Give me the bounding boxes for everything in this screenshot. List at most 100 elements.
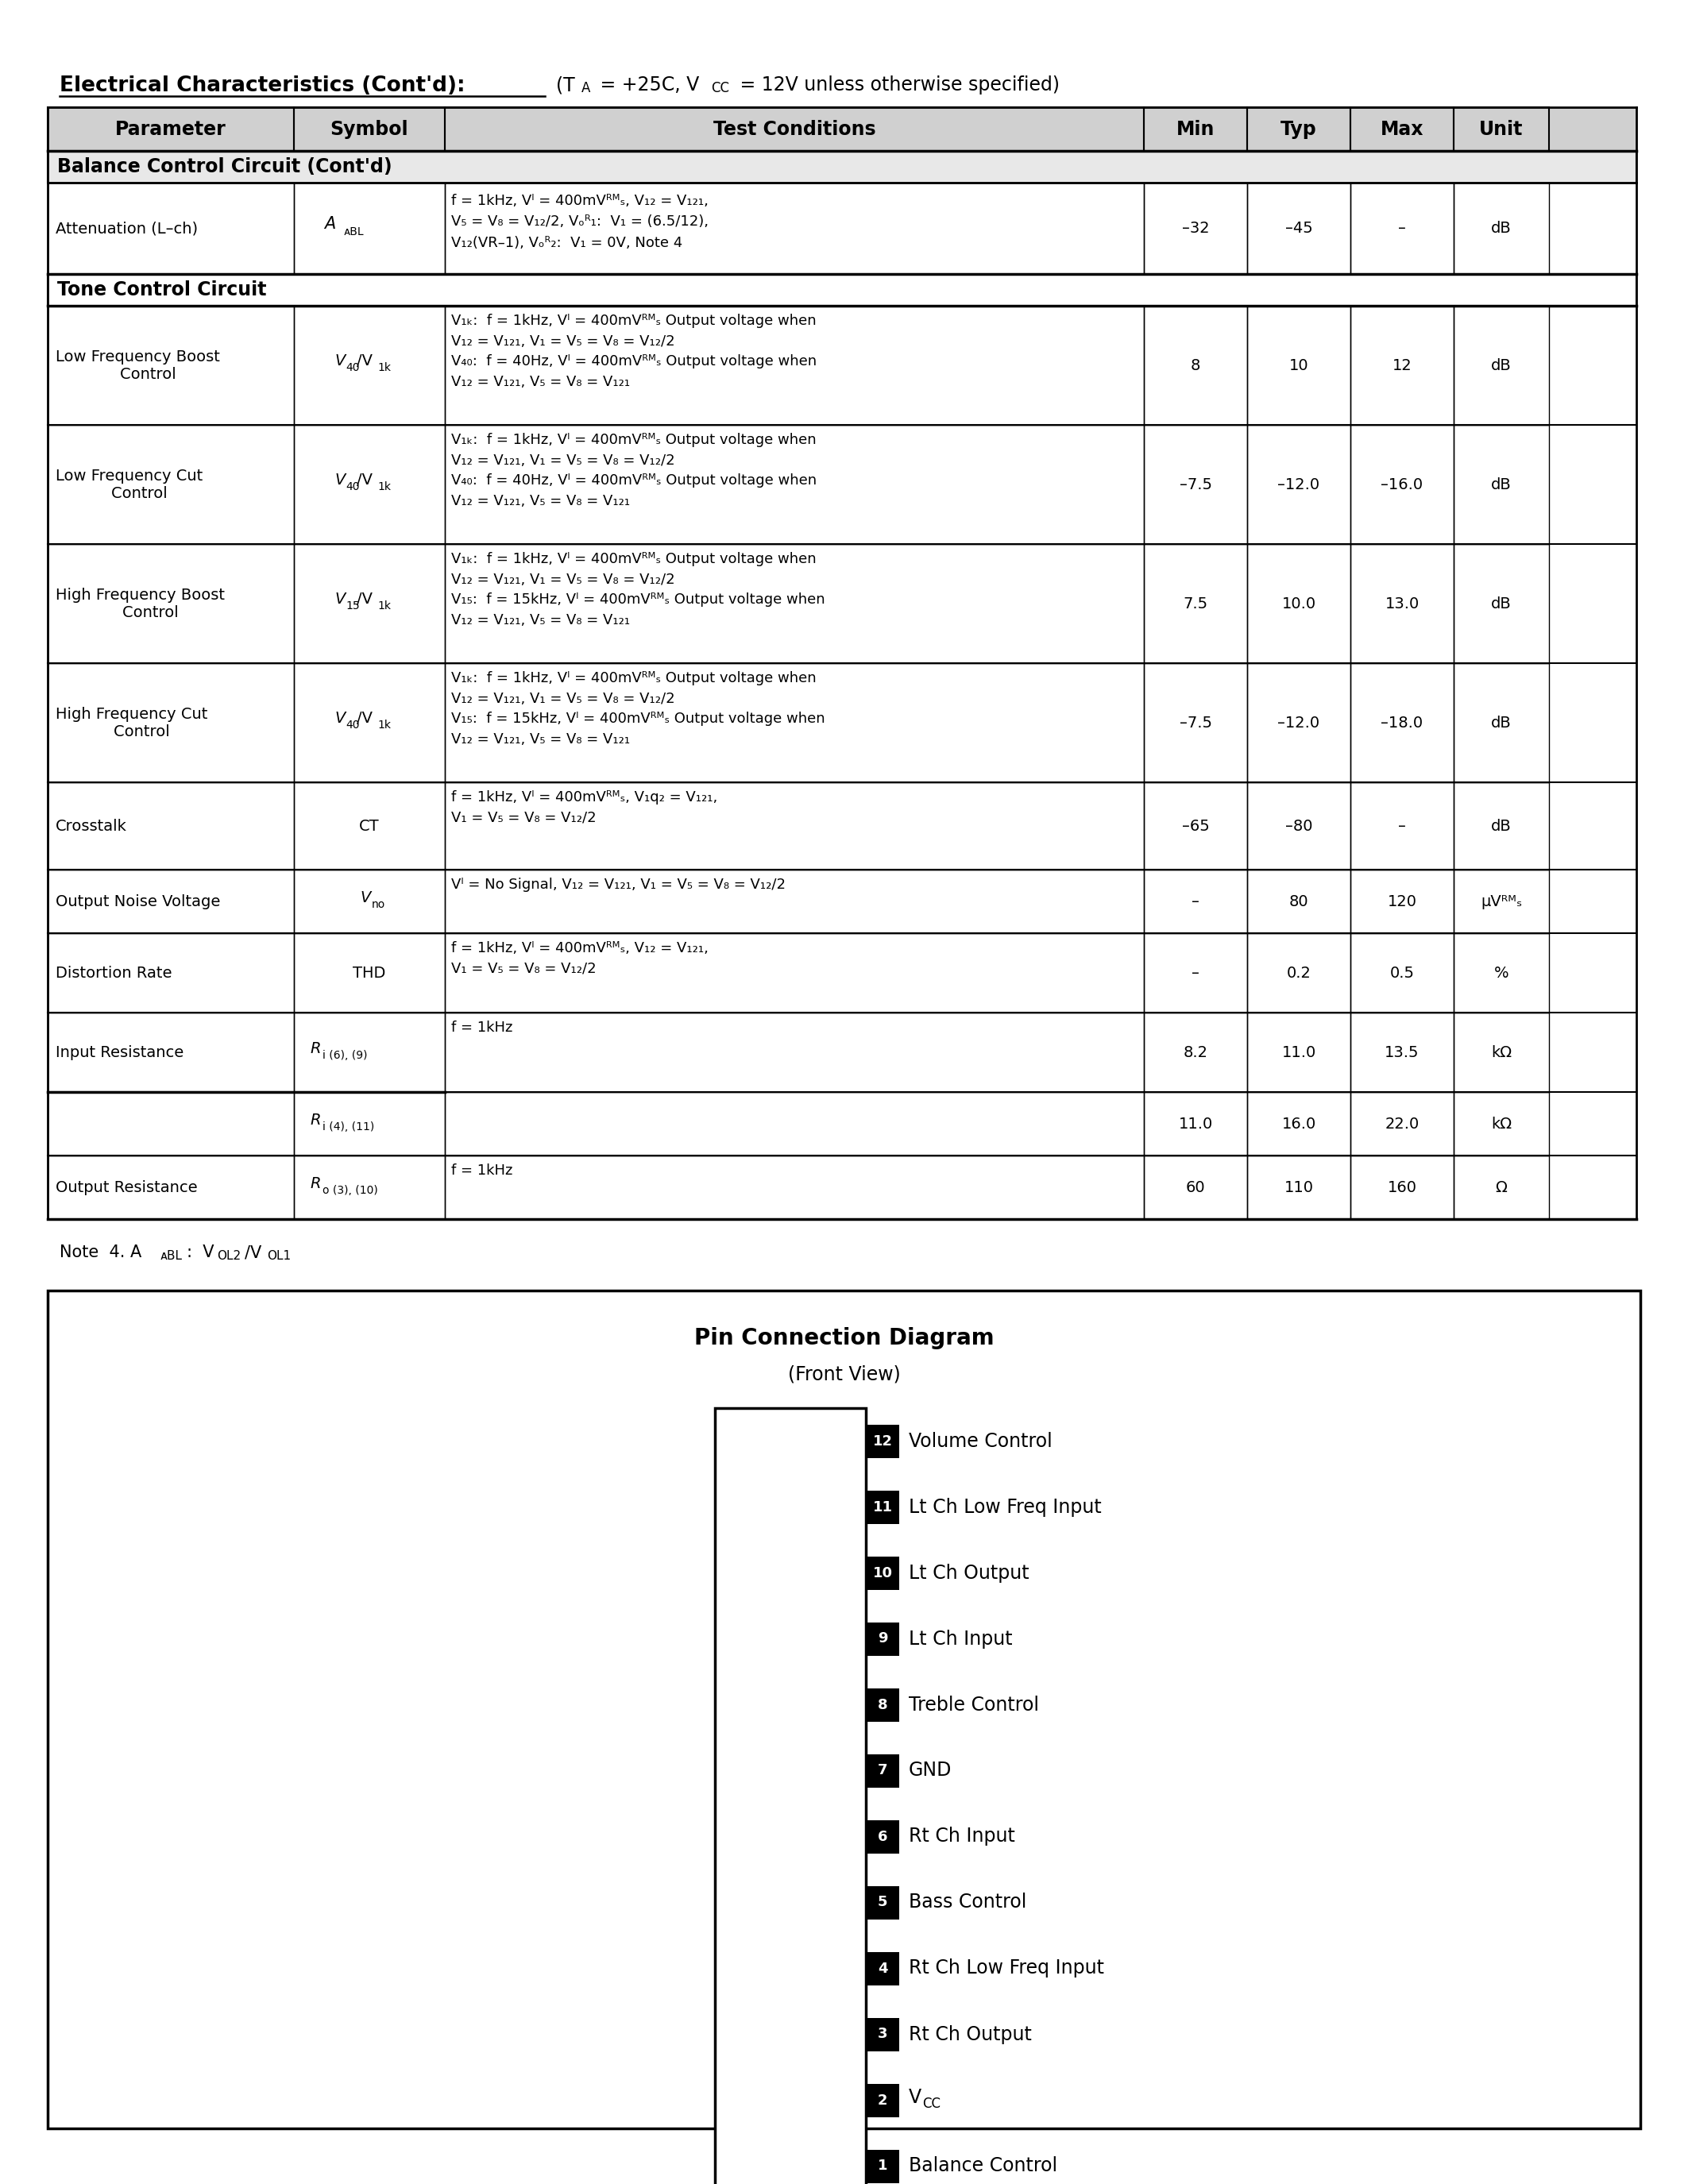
Bar [294, 1155, 446, 1219]
Bar [446, 664, 1144, 782]
Text: dB: dB [1491, 476, 1511, 491]
Bar [1247, 306, 1350, 426]
Text: 16.0: 16.0 [1281, 1116, 1317, 1131]
Text: 0.2: 0.2 [1286, 965, 1312, 981]
Text: –: – [1192, 965, 1200, 981]
Text: –32: –32 [1182, 221, 1209, 236]
Bar [1453, 782, 1550, 869]
Text: dB: dB [1491, 819, 1511, 834]
Text: –12.0: –12.0 [1278, 714, 1320, 729]
Bar [294, 782, 446, 869]
Text: CC: CC [922, 2097, 940, 2110]
Bar [294, 306, 446, 426]
Bar [446, 1013, 1144, 1092]
Text: 1k: 1k [378, 480, 392, 491]
Bar [1453, 426, 1550, 544]
Bar [1453, 1013, 1550, 1092]
Text: –: – [1192, 893, 1200, 909]
Text: 8: 8 [1190, 358, 1200, 373]
Bar [1350, 1155, 1453, 1219]
Text: 40: 40 [346, 719, 360, 732]
Text: = 12V unless otherwise specified): = 12V unless otherwise specified) [734, 76, 1060, 94]
Text: 13.5: 13.5 [1384, 1044, 1420, 1059]
Text: kΩ: kΩ [1491, 1044, 1512, 1059]
Bar [446, 1155, 1144, 1219]
Bar [446, 183, 1144, 273]
Text: Ω: Ω [1496, 1179, 1507, 1195]
Bar [1453, 107, 1550, 151]
Text: f = 1kHz: f = 1kHz [451, 1164, 513, 1177]
Text: Bass Control: Bass Control [908, 1894, 1026, 1911]
Text: Crosstalk: Crosstalk [56, 819, 127, 834]
Bar [446, 782, 1144, 869]
Text: 7: 7 [878, 1762, 888, 1778]
Bar [294, 107, 446, 151]
Text: V: V [334, 472, 344, 487]
Text: 0.5: 0.5 [1389, 965, 1415, 981]
Text: /V: /V [356, 472, 373, 487]
Bar [1350, 664, 1453, 782]
Text: Lt Ch Input: Lt Ch Input [908, 1629, 1013, 1649]
Bar [47, 782, 294, 869]
Text: 9: 9 [878, 1631, 888, 1647]
Text: Balance Control: Balance Control [908, 2156, 1057, 2175]
Text: –80: –80 [1285, 819, 1313, 834]
Text: –7.5: –7.5 [1180, 476, 1212, 491]
Text: THD: THD [353, 965, 387, 981]
Text: 1: 1 [878, 2160, 888, 2173]
Text: 13.0: 13.0 [1384, 596, 1420, 612]
Text: R: R [311, 1112, 321, 1127]
Text: i (4), (11): i (4), (11) [322, 1120, 375, 1133]
Bar [1144, 306, 1247, 426]
Text: o (3), (10): o (3), (10) [322, 1186, 378, 1197]
Text: f = 1kHz: f = 1kHz [451, 1020, 513, 1035]
Text: 12: 12 [873, 1435, 893, 1448]
Text: Rt Ch Input: Rt Ch Input [908, 1828, 1014, 1845]
Text: –: – [1398, 221, 1406, 236]
Bar [1247, 782, 1350, 869]
Bar [1453, 869, 1550, 933]
Text: Rt Ch Output: Rt Ch Output [908, 2025, 1031, 2044]
Bar [1144, 869, 1247, 933]
Text: 120: 120 [1388, 893, 1416, 909]
Text: Min: Min [1177, 120, 1215, 138]
Bar [47, 306, 294, 426]
Text: Balance Control Circuit (Cont'd): Balance Control Circuit (Cont'd) [57, 157, 392, 177]
Bar [446, 544, 1144, 664]
Bar [47, 1092, 294, 1155]
Bar [866, 1424, 900, 1457]
Bar [1247, 544, 1350, 664]
Text: dB: dB [1491, 358, 1511, 373]
Text: Parameter: Parameter [115, 120, 226, 138]
Bar [866, 1754, 900, 1787]
Text: 10: 10 [873, 1566, 893, 1579]
Bar [1247, 1155, 1350, 1219]
Bar [47, 107, 294, 151]
Bar [1247, 426, 1350, 544]
Text: Low Frequency Cut
    Control: Low Frequency Cut Control [56, 467, 203, 500]
Text: 10.0: 10.0 [1281, 596, 1317, 612]
Text: 1k: 1k [378, 363, 392, 373]
Text: :  V: : V [187, 1245, 214, 1260]
Bar [1144, 183, 1247, 273]
Bar [1350, 426, 1453, 544]
Bar [294, 544, 446, 664]
Text: R: R [311, 1042, 321, 1055]
Bar [1144, 1092, 1247, 1155]
Text: Tone Control Circuit: Tone Control Circuit [57, 280, 267, 299]
Text: –7.5: –7.5 [1180, 714, 1212, 729]
Text: ᴀBL: ᴀBL [344, 225, 365, 238]
Text: kΩ: kΩ [1491, 1116, 1512, 1131]
Text: no: no [371, 900, 385, 911]
Bar [1247, 933, 1350, 1013]
Text: 2: 2 [878, 2092, 888, 2108]
Bar [1247, 1013, 1350, 1092]
Bar [294, 1092, 446, 1155]
Text: V: V [334, 710, 344, 725]
Text: = +25C, V: = +25C, V [594, 76, 699, 94]
Bar [1247, 183, 1350, 273]
Bar [47, 544, 294, 664]
Bar [1453, 183, 1550, 273]
Text: 11: 11 [873, 1500, 893, 1514]
Bar [446, 107, 1144, 151]
